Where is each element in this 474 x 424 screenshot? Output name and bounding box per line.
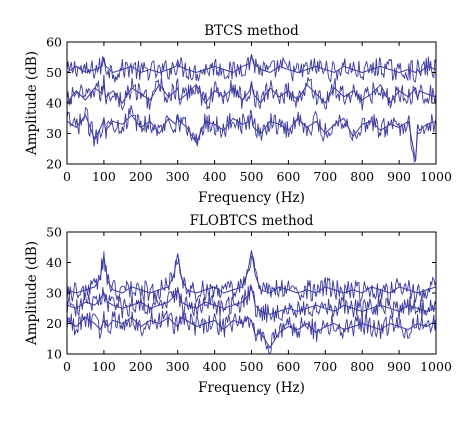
series-trace [66,74,437,111]
x-tick-label: 0 [63,359,71,374]
series-line [66,114,437,161]
x-tick-label: 1000 [420,169,452,184]
x-tick-label: 600 [276,169,300,184]
y-axis-label: Amplitude (dB) [24,51,40,156]
x-tick-label: 500 [240,169,264,184]
x-tick-label: 900 [387,169,411,184]
x-tick-label: 700 [313,359,337,374]
x-tick-label: 800 [350,359,374,374]
y-tick-label: 20 [46,157,62,172]
x-tick-label: 0 [63,169,71,184]
y-tick-label: 30 [46,126,62,141]
y-axis-label: Amplitude (dB) [24,241,40,346]
x-tick-label: 600 [276,359,300,374]
x-tick-label: 300 [166,169,190,184]
y-tick-label: 40 [46,255,62,270]
x-tick-label: 200 [129,169,153,184]
series-trace [66,284,437,323]
x-tick-label: 500 [240,359,264,374]
series-lines [66,54,437,163]
chart-bottom-flobtcs: 0 100 200 300 400 500 600 700 800 900 1000 10 20 30 40… [24,213,452,396]
y-tick-label: 40 [46,96,62,111]
y-tick-label: 10 [46,347,62,362]
x-tick-label: 300 [166,359,190,374]
x-axis-label: Frequency (Hz) [198,380,305,396]
x-tick-label: 100 [92,359,116,374]
x-tick-label: 400 [203,359,227,374]
chart-title: FLOBTCS method [190,213,314,229]
series-trace [66,105,437,163]
series-trace [66,55,437,83]
y-tick-label: 60 [46,35,62,50]
x-axis-label: Frequency (Hz) [198,190,305,206]
x-axis: 0 100 200 300 400 500 600 700 800 900 1000 [63,42,452,184]
series-line [66,285,437,315]
series-trace [66,251,437,305]
y-tick-label: 20 [46,316,62,331]
y-tick-label: 30 [46,286,62,301]
x-tick-label: 900 [387,359,411,374]
x-axis: 0 100 200 300 400 500 600 700 800 900 1000 [63,232,452,374]
x-tick-label: 400 [203,169,227,184]
x-tick-label: 200 [129,359,153,374]
y-axis: 20 30 40 50 60 [46,35,436,172]
y-tick-label: 50 [46,65,62,80]
x-tick-label: 1000 [420,359,452,374]
y-axis: 10 20 30 40 50 [46,225,436,362]
x-tick-label: 100 [92,169,116,184]
y-tick-label: 50 [46,225,62,240]
series-line [66,81,437,104]
x-tick-label: 700 [313,169,337,184]
series-lines [66,250,437,355]
series-trace [66,309,437,355]
x-tick-label: 800 [350,169,374,184]
chart-title: BTCS method [204,23,299,39]
chart-top-btcs: 0 100 200 300 400 500 600 700 800 900 1000 20 30 40 50… [24,23,452,206]
